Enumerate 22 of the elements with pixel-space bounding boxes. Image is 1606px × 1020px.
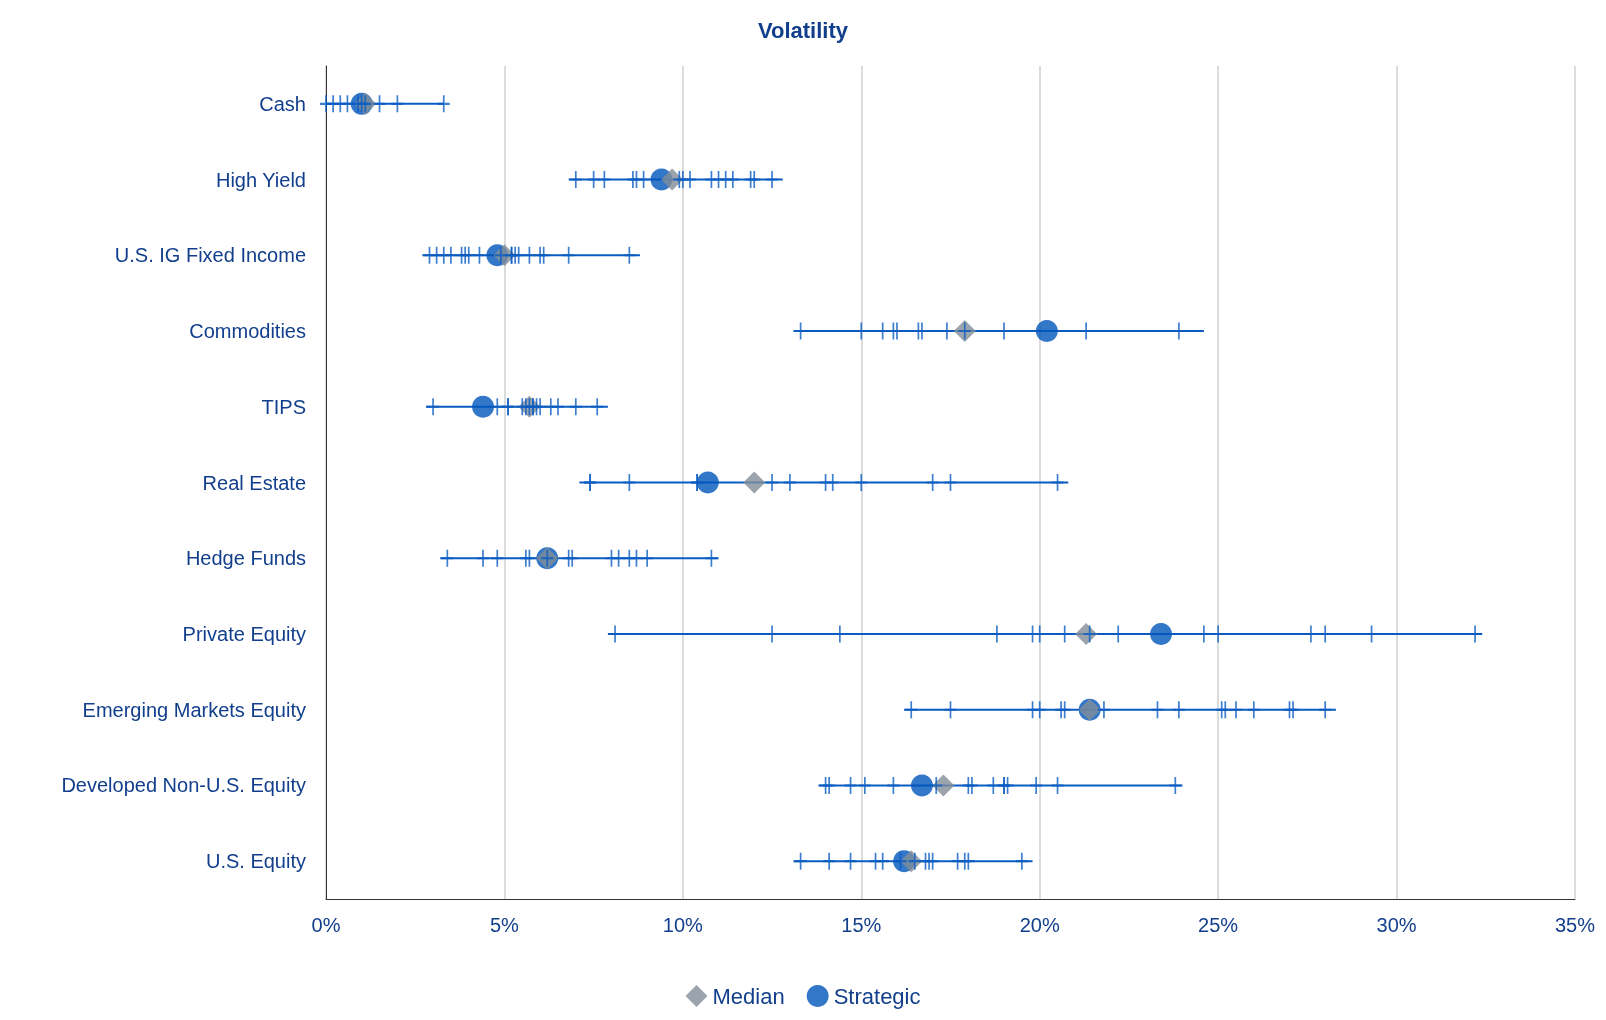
x-tick-label: 15%: [841, 914, 882, 936]
y-tick-label: U.S. IG Fixed Income: [114, 244, 306, 267]
y-tick-label: U.S. Equity: [205, 850, 306, 873]
x-tick-label: 25%: [1198, 914, 1239, 936]
legend-label: Strategic: [833, 983, 921, 1009]
x-tick-label: 10%: [662, 914, 704, 936]
y-tick-label: Hedge Funds: [185, 547, 306, 570]
chart-title: Volatility: [757, 17, 849, 43]
y-tick-label: Private Equity: [182, 622, 306, 645]
y-tick-label: High Yield: [215, 168, 306, 191]
legend-label: Median: [712, 983, 785, 1009]
x-tick-label: 30%: [1376, 914, 1417, 936]
y-tick-label: Emerging Markets Equity: [82, 698, 306, 721]
x-tick-label: 0%: [311, 914, 341, 936]
x-tick-label: 20%: [1019, 914, 1060, 936]
y-tick-label: TIPS: [261, 395, 306, 418]
y-tick-label: Developed Non-U.S. Equity: [61, 774, 306, 797]
x-tick-label: 5%: [489, 914, 520, 936]
y-tick-label: Real Estate: [202, 471, 306, 494]
y-tick-label: Cash: [259, 92, 306, 115]
y-tick-label: Commodities: [189, 320, 306, 343]
x-tick-label: 35%: [1554, 914, 1596, 936]
